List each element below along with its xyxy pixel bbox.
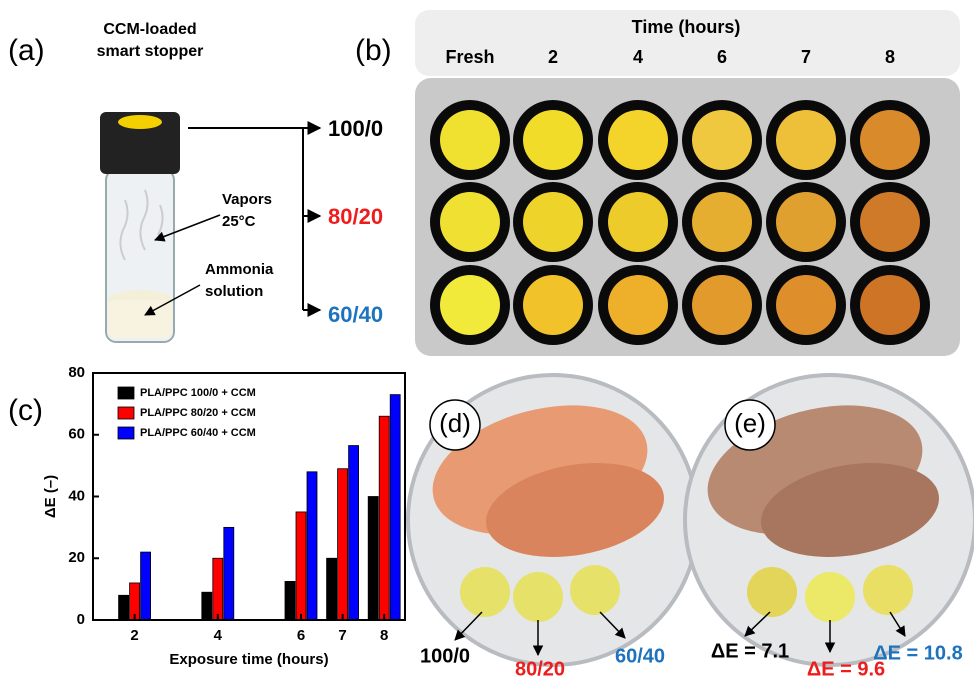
- delta-e-label: ΔE = 7.1: [711, 640, 789, 662]
- y-tick-label: 80: [68, 364, 85, 381]
- ratio-label: 60/40: [328, 302, 383, 327]
- x-tick-label: 7: [338, 627, 346, 644]
- column-label: Fresh: [445, 47, 494, 67]
- panel-label: (a): [8, 34, 45, 67]
- sample-film: [860, 110, 920, 170]
- x-tick-label: 6: [297, 627, 305, 644]
- bar: [202, 592, 212, 620]
- sample-film: [692, 275, 752, 335]
- panel-label: (d): [439, 408, 471, 438]
- bar: [141, 552, 151, 620]
- y-tick-label: 0: [77, 611, 85, 628]
- bar: [224, 527, 234, 620]
- sample-film: [608, 192, 668, 252]
- solution-label: Ammonia: [205, 261, 274, 278]
- vapors-label: 25°C: [222, 213, 256, 230]
- ratio-label: 100/0: [328, 116, 383, 141]
- x-axis-label: Exposure time (hours): [169, 651, 328, 668]
- sample-film: [440, 192, 500, 252]
- x-tick-label: 2: [130, 627, 138, 644]
- delta-e-label: ΔE = 10.8: [873, 642, 962, 664]
- legend-swatch: [118, 387, 134, 399]
- bar: [368, 497, 378, 621]
- bar: [213, 558, 223, 620]
- bar: [338, 469, 348, 620]
- bar: [349, 446, 359, 620]
- sample-film: [860, 275, 920, 335]
- figure: (a) CCM-loaded smart stopper 100/0 80/20…: [0, 0, 974, 682]
- panel-label: (e): [734, 408, 766, 438]
- legend-swatch: [118, 407, 134, 419]
- sample-film: [523, 275, 583, 335]
- ratio-label: 60/40: [615, 645, 665, 667]
- sample-film: [776, 110, 836, 170]
- sample-film: [440, 275, 500, 335]
- x-tick-label: 4: [214, 627, 223, 644]
- panel-label: (b): [355, 34, 392, 67]
- stopper-label: CCM-loaded: [103, 21, 196, 38]
- y-tick-label: 40: [68, 487, 85, 504]
- column-label: 7: [801, 47, 811, 67]
- bar: [390, 395, 400, 620]
- y-tick-label: 20: [68, 549, 85, 566]
- sample-film: [776, 275, 836, 335]
- x-tick-label: 8: [380, 627, 388, 644]
- vial: [100, 112, 180, 342]
- ratio-label: 80/20: [515, 658, 565, 680]
- column-label: 2: [548, 47, 558, 67]
- column-label: 4: [633, 47, 643, 67]
- sample-film: [608, 110, 668, 170]
- ratio-label: 100/0: [420, 645, 470, 667]
- panel-label: (c): [8, 394, 43, 427]
- legend-label: PLA/PPC 100/0 + CCM: [140, 387, 256, 399]
- bar: [327, 558, 337, 620]
- y-tick-label: 60: [68, 426, 85, 443]
- sample-film: [860, 192, 920, 252]
- column-label: 8: [885, 47, 895, 67]
- sample-film: [608, 275, 668, 335]
- solution-label: solution: [205, 283, 263, 300]
- bar: [296, 512, 306, 620]
- bar: [307, 472, 317, 620]
- legend-swatch: [118, 427, 134, 439]
- time-title: Time (hours): [632, 17, 741, 37]
- legend-label: PLA/PPC 60/40 + CCM: [140, 427, 256, 439]
- sample-film: [692, 192, 752, 252]
- bar: [285, 581, 295, 620]
- bar: [119, 595, 129, 620]
- sample-film: [523, 192, 583, 252]
- sample-film: [692, 110, 752, 170]
- legend-label: PLA/PPC 80/20 + CCM: [140, 407, 256, 419]
- y-axis-label: ΔE (–): [42, 475, 59, 518]
- stopper-label: smart stopper: [97, 43, 204, 60]
- sample-film: [523, 110, 583, 170]
- column-label: 6: [717, 47, 727, 67]
- bar: [379, 416, 389, 620]
- vapors-label: Vapors: [222, 191, 272, 208]
- sample-film: [776, 192, 836, 252]
- ratio-label: 80/20: [328, 204, 383, 229]
- sample-film: [440, 110, 500, 170]
